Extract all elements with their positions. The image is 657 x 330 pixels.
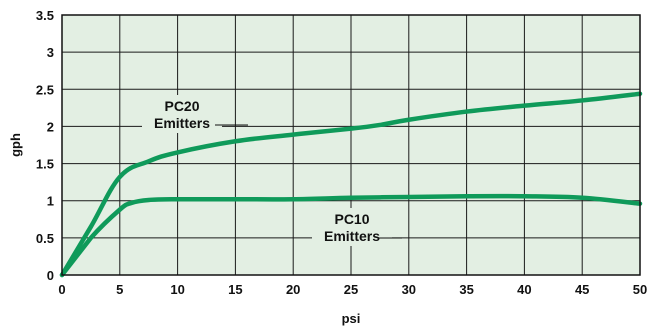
x-tick-label: 15 — [228, 282, 242, 297]
annotation-label-line: Emitters — [324, 228, 380, 244]
x-tick-label: 10 — [170, 282, 184, 297]
x-axis-ticks: 0 5 10 15 20 25 30 35 40 45 50 — [58, 282, 647, 297]
y-tick-label: 3 — [47, 45, 54, 60]
y-tick-label: 1 — [47, 194, 54, 209]
annotation-label-line: PC10 — [334, 211, 369, 227]
x-tick-label: 50 — [633, 282, 647, 297]
y-axis-title: gph — [8, 133, 23, 157]
y-axis-ticks: 0 0.5 1 1.5 2 2.5 3 3.5 — [36, 8, 54, 283]
x-axis-title: psi — [342, 311, 361, 326]
series-line-pc20 — [59, 91, 643, 278]
series-lines — [59, 91, 643, 278]
x-tick-label: 0 — [58, 282, 65, 297]
y-tick-label: 2.5 — [36, 82, 54, 97]
y-tick-label: 2 — [47, 119, 54, 134]
x-tick-label: 25 — [344, 282, 358, 297]
series-line-pc10 — [59, 193, 643, 278]
x-tick-label: 20 — [286, 282, 300, 297]
x-tick-label: 40 — [517, 282, 531, 297]
x-tick-label: 35 — [459, 282, 473, 297]
plot-frame — [61, 14, 641, 276]
y-tick-label: 0 — [47, 268, 54, 283]
y-tick-label: 0.5 — [36, 231, 54, 246]
annotation-background — [312, 208, 392, 246]
annotation-background — [142, 95, 222, 133]
annotation-label-line: PC20 — [164, 98, 199, 114]
x-tick-label: 30 — [402, 282, 416, 297]
x-tick-label: 45 — [575, 282, 589, 297]
y-tick-label: 3.5 — [36, 8, 54, 23]
annotation-label-line: Emitters — [154, 115, 210, 131]
y-tick-label: 1.5 — [36, 157, 54, 172]
x-tick-label: 5 — [116, 282, 123, 297]
